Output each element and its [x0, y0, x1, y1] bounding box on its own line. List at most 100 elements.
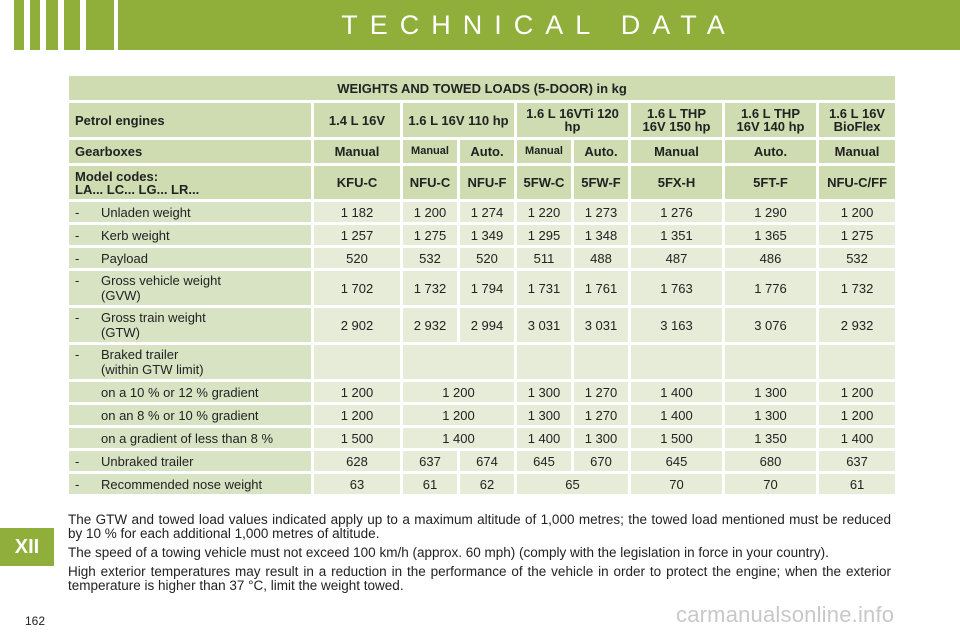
- table-cell: 65: [517, 474, 628, 494]
- row-label: - Payload: [69, 248, 311, 268]
- table-cell: 1 776: [725, 271, 816, 305]
- row-label-text-line2: (GVW): [101, 288, 141, 303]
- engines-row: Petrol engines 1.4 L 16V 1.6 L 16V 110 h…: [69, 103, 896, 137]
- table-cell: 70: [631, 474, 722, 494]
- table-cell: 63: [314, 474, 400, 494]
- table-row: - Unbraked trailer 628 637 674 645 670 64…: [69, 451, 896, 471]
- table-cell: 637: [819, 451, 896, 471]
- row-label-text: Payload: [101, 250, 148, 266]
- table-cell: 1 200: [819, 202, 896, 222]
- row-label: - Recommended nose weight: [69, 474, 311, 494]
- section-tab: XII: [0, 528, 54, 566]
- table-cell: 1 295: [517, 225, 571, 245]
- table-cell: 2 932: [819, 308, 896, 342]
- table-cell: 1 300: [725, 405, 816, 425]
- table-cell: 1 200: [314, 382, 400, 402]
- table-cell: 1 273: [574, 202, 628, 222]
- note-paragraph: The speed of a towing vehicle must not e…: [68, 545, 829, 560]
- table-cell: 532: [819, 248, 896, 268]
- table-cell: 670: [574, 451, 628, 471]
- table-cell: 1 702: [314, 271, 400, 305]
- row-label-text-line2: (within GTW limit): [101, 362, 204, 377]
- gearbox-header: Manual: [403, 140, 457, 163]
- table-cell: 1 290: [725, 202, 816, 222]
- table-cell: [819, 345, 896, 379]
- gearbox-header: Auto.: [574, 140, 628, 163]
- table-row: - Gross vehicle weight (GVW) 1 702 1 732 1…: [69, 271, 896, 305]
- header-stripe: [86, 0, 114, 50]
- table-cell: 3 031: [517, 308, 571, 342]
- table-cell: [403, 345, 514, 379]
- row-dash: -: [75, 453, 80, 469]
- note-paragraph: The GTW and towed load values indicated …: [68, 512, 891, 541]
- engine-header: 1.6 L THP 16V 140 hp: [725, 103, 816, 137]
- weights-table: WEIGHTS AND TOWED LOADS (5-DOOR) in kg P…: [66, 73, 898, 497]
- row-label-text-line2: (GTW): [101, 325, 140, 340]
- table-cell: 1 220: [517, 202, 571, 222]
- engine-header: 1.6 L 16V BioFlex: [819, 103, 896, 137]
- table-cell: 1 182: [314, 202, 400, 222]
- table-cell: 511: [517, 248, 571, 268]
- table-cell: 1 200: [819, 382, 896, 402]
- row-label: - Braked trailer (within GTW limit): [69, 345, 311, 379]
- header-stripe: [46, 0, 58, 50]
- table-cell: [725, 345, 816, 379]
- table-cell: 1 732: [819, 271, 896, 305]
- row-label-text: Gross vehicle weight: [101, 273, 221, 288]
- row-dash: -: [75, 476, 80, 492]
- row-label-text: Kerb weight: [101, 227, 170, 243]
- table-cell: 628: [314, 451, 400, 471]
- engine-header: 1.4 L 16V: [314, 103, 400, 137]
- table-cell: 3 076: [725, 308, 816, 342]
- table-cell: 1 761: [574, 271, 628, 305]
- header-stripe: [14, 0, 24, 50]
- model-codes-label-line1: Model codes:: [75, 168, 159, 184]
- row-label: - Unbraked trailer: [69, 451, 311, 471]
- row-label-text: Braked trailer: [101, 347, 179, 362]
- gearboxes-row: Gearboxes Manual Manual Auto. Manual Aut…: [69, 140, 896, 163]
- model-code: 5FW-F: [574, 166, 628, 199]
- table-cell: 487: [631, 248, 722, 268]
- table-cell: 1 275: [403, 225, 457, 245]
- row-label: on a gradient of less than 8 %: [69, 428, 311, 448]
- row-label: on a 10 % or 12 % gradient: [69, 382, 311, 402]
- table-row: on a gradient of less than 8 % 1 500 1 4…: [69, 428, 896, 448]
- table-cell: 70: [725, 474, 816, 494]
- table-title: WEIGHTS AND TOWED LOADS (5-DOOR) in kg: [69, 76, 896, 100]
- page-number: 162: [25, 614, 46, 628]
- model-code: 5FW-C: [517, 166, 571, 199]
- table-cell: 2 902: [314, 308, 400, 342]
- table-cell: 1 300: [517, 382, 571, 402]
- gearboxes-label: Gearboxes: [69, 140, 311, 163]
- header-stripe: [30, 0, 40, 50]
- table-cell: 488: [574, 248, 628, 268]
- table-cell: 674: [460, 451, 514, 471]
- table-cell: 1 300: [574, 428, 628, 448]
- table-row: - Unladen weight 1 182 1 200 1 274 1 220 …: [69, 202, 896, 222]
- row-label: on an 8 % or 10 % gradient: [69, 405, 311, 425]
- table-cell: 1 200: [403, 382, 514, 402]
- model-code: NFU-C/FF: [819, 166, 896, 199]
- table-cell: 1 365: [725, 225, 816, 245]
- model-codes-label-line2: LA... LC... LG... LR...: [75, 181, 200, 197]
- table-row: - Braked trailer (within GTW limit): [69, 345, 896, 379]
- table-cell: 2 994: [460, 308, 514, 342]
- row-label: - Gross vehicle weight (GVW): [69, 271, 311, 305]
- model-code: NFU-C: [403, 166, 457, 199]
- table-cell: 486: [725, 248, 816, 268]
- table-row: on a 10 % or 12 % gradient 1 200 1 200 1…: [69, 382, 896, 402]
- header-stripe: [64, 0, 80, 50]
- header-stripes: [0, 0, 118, 50]
- table-cell: 1 400: [819, 428, 896, 448]
- notes: The GTW and towed load values indicated …: [68, 513, 891, 598]
- table-cell: 1 400: [403, 428, 514, 448]
- row-label-text: Unladen weight: [101, 204, 191, 220]
- table-cell: 520: [314, 248, 400, 268]
- watermark: carmanualsonline.info: [676, 602, 895, 627]
- table-cell: 1 274: [460, 202, 514, 222]
- row-dash: -: [75, 204, 80, 220]
- row-label-text: Gross train weight: [101, 310, 206, 325]
- table-cell: [631, 345, 722, 379]
- table-cell: [517, 345, 571, 379]
- page-title: TECHNICAL DATA: [118, 0, 960, 50]
